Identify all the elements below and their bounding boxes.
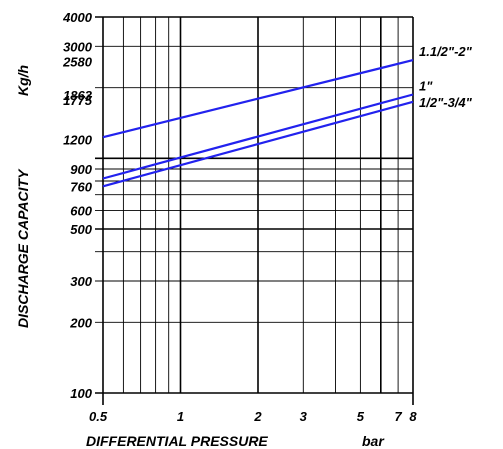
series-line [102, 100, 414, 188]
x-tick-label: 8 [409, 409, 417, 424]
x-tick-label: 0.5 [89, 409, 108, 424]
series-label: 1/2"-3/4" [419, 95, 473, 110]
y-tick-label: 3000 [63, 39, 93, 54]
series-labels: 1.1/2"-2" 1"1/2"-3/4" [419, 44, 473, 110]
x-axis-unit: bar [362, 433, 385, 449]
y-tick-label: 760 [70, 179, 92, 194]
y-tick-label: 600 [70, 203, 92, 218]
x-tick-label: 2 [253, 409, 262, 424]
y-tick-label: 500 [70, 222, 92, 237]
grid [95, 16, 414, 405]
x-tick-label: 1 [177, 409, 184, 424]
x-tick-label: 5 [357, 409, 365, 424]
series-lines [102, 59, 414, 188]
series-line [102, 59, 414, 139]
x-axis-label: DIFFERENTIAL PRESSURE [86, 433, 268, 449]
y-tick-label: 200 [69, 315, 92, 330]
y-tick-label: 300 [70, 274, 92, 289]
x-tick-label: 7 [394, 409, 402, 424]
series-label: 1.1/2"-2" [419, 44, 473, 59]
y-axis-label: DISCHARGE CAPACITY [15, 168, 31, 328]
y-tick-label: 1863 [63, 88, 93, 103]
y-tick-label: 100 [70, 386, 92, 401]
y-tick-label: 900 [70, 162, 92, 177]
x-tick-label: 3 [300, 409, 308, 424]
series-label: 1" [419, 79, 433, 94]
y-tick-label: 1200 [63, 133, 93, 148]
y-tick-label: 2580 [62, 55, 93, 70]
y-axis-unit: Kg/h [15, 65, 31, 96]
series-line [102, 93, 414, 180]
y-tick-label: 4000 [62, 10, 93, 25]
y-tick-label: 1775 [63, 93, 93, 108]
